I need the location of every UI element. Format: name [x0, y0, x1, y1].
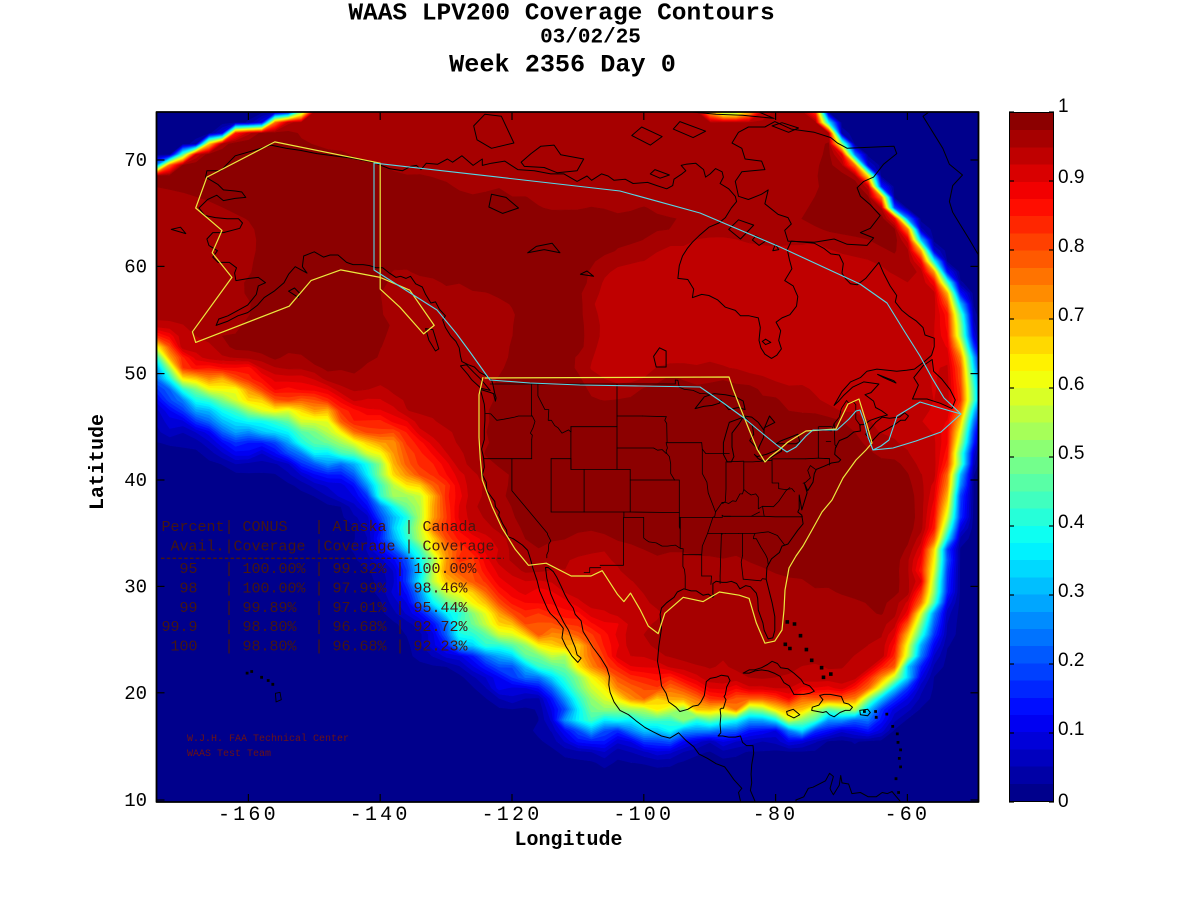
svg-text:Latitude: Latitude	[87, 414, 110, 510]
svg-text:30: 30	[124, 576, 147, 598]
svg-text:99.9 | 98.80% | 96.68% | 92: 99.9 | 98.80% | 96.68% | 92.72%	[162, 619, 469, 636]
svg-text:95 | 100.00% | 99.32% | 100.: 95 | 100.00% | 99.32% | 100.00%	[162, 561, 478, 578]
svg-text:Avail.|Coverage |Coverage | Co: Avail.|Coverage |Coverage | Coverage	[162, 538, 495, 555]
svg-text:0.1: 0.1	[1058, 719, 1084, 740]
svg-text:-140: -140	[350, 804, 411, 827]
svg-text:Week 2356 Day 0: Week 2356 Day 0	[449, 51, 676, 80]
svg-text:0.2: 0.2	[1058, 650, 1084, 671]
svg-text:98 | 100.00% | 97.99% | 98.4: 98 | 100.00% | 97.99% | 98.46%	[162, 580, 469, 597]
svg-text:-80: -80	[753, 804, 799, 827]
svg-text:03/02/25: 03/02/25	[540, 27, 641, 50]
svg-text:0.9: 0.9	[1058, 167, 1084, 188]
svg-text:WAAS Test Team: WAAS Test Team	[187, 749, 271, 760]
svg-text:1: 1	[1058, 96, 1069, 117]
svg-text:-60: -60	[885, 804, 931, 827]
svg-text:-120: -120	[482, 804, 543, 827]
svg-text:Longitude: Longitude	[514, 829, 622, 852]
svg-text:-100: -100	[613, 804, 674, 827]
svg-text:0.4: 0.4	[1058, 512, 1085, 533]
svg-text:WAAS LPV200 Coverage Contours: WAAS LPV200 Coverage Contours	[348, 1, 774, 28]
svg-text:0: 0	[1058, 791, 1069, 812]
svg-text:0.5: 0.5	[1058, 443, 1084, 464]
svg-text:60: 60	[124, 256, 147, 278]
svg-text:0.6: 0.6	[1058, 374, 1084, 395]
svg-text:0.3: 0.3	[1058, 581, 1084, 602]
svg-text:99 | 99.89% | 97.01% | 95.4: 99 | 99.89% | 97.01% | 95.44%	[162, 600, 469, 617]
svg-text:100 | 98.80% | 96.68% | 92.: 100 | 98.80% | 96.68% | 92.23%	[162, 639, 469, 656]
svg-text:40: 40	[124, 470, 147, 492]
svg-text:0.7: 0.7	[1058, 305, 1084, 326]
svg-text:Percent| CONUS | Alaska | C: Percent| CONUS | Alaska | Canada	[162, 519, 477, 536]
svg-text:70: 70	[124, 150, 147, 172]
svg-text:10: 10	[124, 790, 147, 812]
svg-text:0.8: 0.8	[1058, 236, 1084, 257]
svg-text:W.J.H. FAA Technical Center: W.J.H. FAA Technical Center	[187, 733, 349, 745]
svg-text:20: 20	[124, 683, 147, 705]
svg-text:-160: -160	[218, 804, 279, 827]
svg-text:50: 50	[124, 364, 147, 386]
